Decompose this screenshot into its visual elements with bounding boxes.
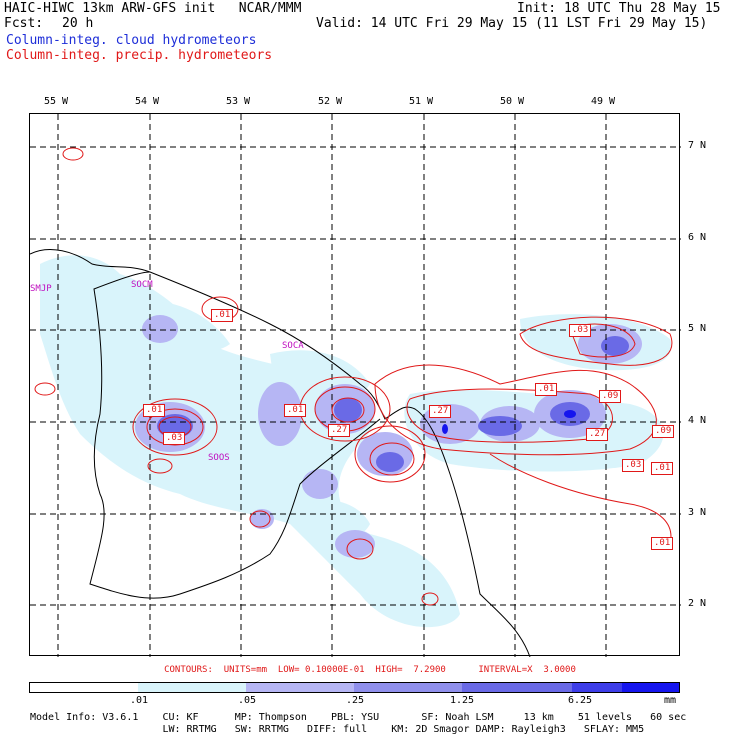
contour-label: .01: [651, 537, 674, 550]
place-soca: SOCA: [282, 341, 304, 351]
cloud-field-light: [40, 255, 672, 628]
contour-label: .03: [569, 324, 592, 337]
cloud-field-max: [442, 410, 576, 434]
lat-label: 6 N: [688, 232, 707, 243]
contour-label: .27: [586, 428, 609, 441]
coastline: [29, 248, 531, 658]
lat-lon-grid: [30, 114, 681, 657]
color-bar-tick: 1.25: [450, 695, 475, 706]
color-bar-segment: [572, 683, 622, 692]
precip-legend-line: Column-integ. precip. hydrometeors: [6, 48, 273, 63]
forecast-value: 20 h: [62, 16, 94, 31]
lat-label: 7 N: [688, 140, 707, 151]
contour-label: .09: [599, 390, 622, 403]
contour-label: .01: [143, 404, 166, 417]
model-info-line1: Model Info: V3.6.1 CU: KF MP: Thompson P…: [30, 712, 687, 723]
color-bar-segment: [246, 683, 354, 692]
lat-label: 2 N: [688, 598, 707, 609]
plot-title: HAIC-HIWC 13km ARW-GFS init NCAR/MMM: [4, 1, 302, 16]
forecast-label: Fcst:: [4, 16, 44, 31]
lon-label: 54 W: [135, 96, 160, 107]
contour-info: CONTOURS: UNITS=mm LOW= 0.10000E-01 HIGH…: [164, 665, 576, 675]
lat-label: 5 N: [688, 323, 707, 334]
contour-label: .03: [163, 432, 186, 445]
lon-label: 51 W: [409, 96, 434, 107]
contour-label: .09: [652, 425, 675, 438]
lon-label: 53 W: [226, 96, 251, 107]
lon-label: 50 W: [500, 96, 525, 107]
valid-time: Valid: 14 UTC Fri 29 May 15 (11 LST Fri …: [316, 16, 708, 31]
contour-label: .03: [622, 459, 645, 472]
place-socm: SOCM: [131, 280, 153, 290]
place-soos: SOOS: [208, 453, 230, 463]
contour-label: .01: [211, 309, 234, 322]
color-bar: [29, 682, 680, 693]
contour-label: .01: [651, 462, 674, 475]
contour-label: .01: [535, 383, 558, 396]
lon-label: 49 W: [591, 96, 616, 107]
contour-label: .27: [429, 405, 452, 418]
lat-label: 4 N: [688, 415, 707, 426]
color-bar-segment: [462, 683, 572, 692]
model-info-line2: LW: RRTMG SW: RRTMG DIFF: full KM: 2D Sm…: [30, 724, 645, 735]
color-bar-segment: [354, 683, 462, 692]
color-bar-tick: .25: [346, 695, 365, 706]
color-bar-segment: [138, 683, 246, 692]
color-bar-segment: [30, 683, 138, 692]
color-bar-tick: 6.25: [568, 695, 593, 706]
color-bar-tick: .01: [130, 695, 149, 706]
place-smjp: SMJP: [30, 284, 52, 294]
cloud-legend-line: Column-integ. cloud hydrometeors: [6, 33, 257, 48]
color-bar-tick: .05: [238, 695, 257, 706]
lon-label: 52 W: [318, 96, 343, 107]
lat-label: 3 N: [688, 507, 707, 518]
color-bar-segment: [622, 683, 679, 692]
color-bar-units: mm: [664, 695, 677, 706]
map-canvas: [29, 114, 681, 658]
lon-label: 55 W: [44, 96, 69, 107]
contour-label: .27: [328, 424, 351, 437]
init-time: Init: 18 UTC Thu 28 May 15: [517, 1, 721, 16]
contour-label: .01: [284, 404, 307, 417]
map-panel: [29, 113, 681, 658]
